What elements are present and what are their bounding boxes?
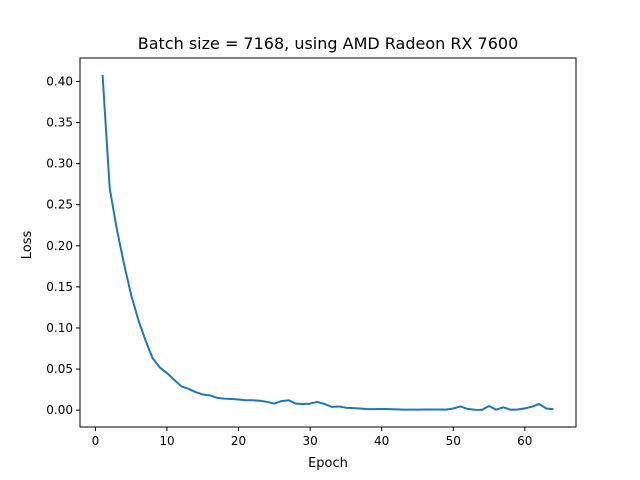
y-tick-label: 0.00 xyxy=(46,403,73,417)
x-tick-label: 10 xyxy=(159,434,174,448)
y-tick-label: 0.25 xyxy=(46,198,73,212)
y-tick-label: 0.20 xyxy=(46,239,73,253)
y-tick-label: 0.30 xyxy=(46,157,73,171)
chart-title: Batch size = 7168, using AMD Radeon RX 7… xyxy=(138,34,519,53)
y-tick-label: 0.15 xyxy=(46,280,73,294)
x-tick-label: 50 xyxy=(446,434,461,448)
y-tick-label: 0.35 xyxy=(46,116,73,130)
y-tick-label: 0.40 xyxy=(46,74,73,88)
y-tick-label: 0.05 xyxy=(46,362,73,376)
x-tick-label: 30 xyxy=(302,434,317,448)
x-tick-label: 0 xyxy=(92,434,100,448)
y-tick-label: 0.10 xyxy=(46,321,73,335)
x-axis-label: Epoch xyxy=(308,456,348,471)
x-tick-label: 40 xyxy=(374,434,389,448)
plot-frame xyxy=(79,57,577,428)
x-tick-label: 60 xyxy=(517,434,532,448)
x-tick-label: 20 xyxy=(231,434,246,448)
loss-series-line xyxy=(101,74,554,411)
y-axis-label: Loss xyxy=(20,231,35,260)
